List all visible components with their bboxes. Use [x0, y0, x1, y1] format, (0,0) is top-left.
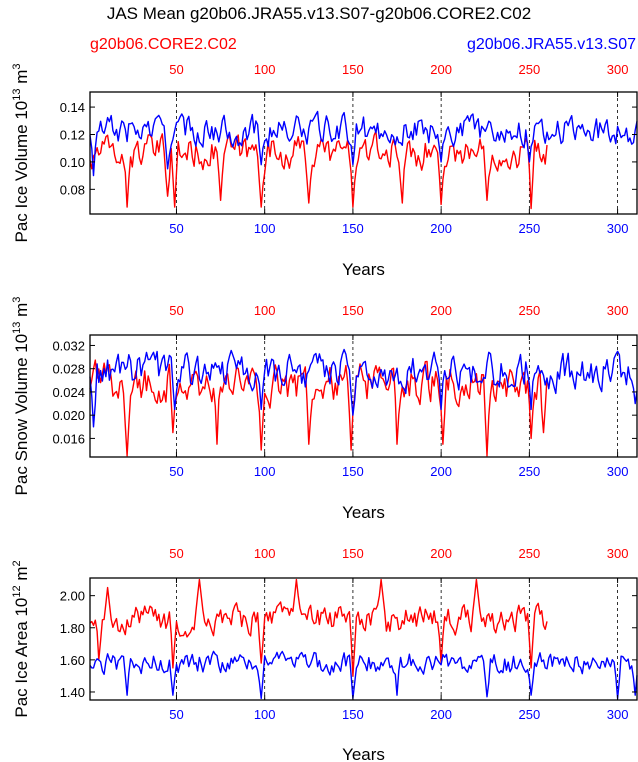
y-tick-label: 0.028 — [52, 362, 85, 377]
y-axis-label-part: m — [12, 303, 31, 322]
x-tick-label-bottom: 200 — [430, 707, 452, 722]
x-tick-label-top: 50 — [169, 62, 183, 77]
legend-red-label: g20b06.CORE2.C02 — [90, 36, 237, 53]
x-tick-label-top: 150 — [342, 546, 364, 561]
x-axis-label: Years — [342, 745, 385, 762]
x-tick-label-bottom: 200 — [430, 464, 452, 479]
y-axis-label-exponent: 12 — [11, 585, 23, 597]
y-axis-label-exponent: 3 — [11, 297, 23, 303]
x-tick-label-bottom: 50 — [169, 707, 183, 722]
series-line-core2 — [89, 578, 548, 677]
x-tick-label-top: 200 — [430, 303, 452, 318]
y-axis-label-part: Pac Snow Volume 10 — [12, 334, 31, 496]
x-tick-label-bottom: 50 — [169, 464, 183, 479]
x-tick-label-bottom: 300 — [607, 464, 629, 479]
y-axis-label: Pac Ice Area 1012 m2 — [11, 560, 31, 717]
y-axis-label-part: Pac Ice Volume 10 — [12, 101, 31, 243]
plot-frame — [89, 577, 638, 701]
y-tick-label: 1.40 — [60, 685, 85, 700]
y-tick-label: 1.80 — [60, 621, 85, 636]
y-axis-label: Pac Ice Volume 1013 m3 — [11, 63, 31, 242]
series-line-core2 — [89, 130, 548, 210]
x-tick-label-top: 150 — [342, 303, 364, 318]
x-axis-label: Years — [342, 503, 385, 522]
y-axis-label-part: m — [12, 70, 31, 89]
x-tick-label-top: 100 — [254, 303, 276, 318]
figure-title: JAS Mean g20b06.JRA55.v13.S07-g20b06.COR… — [107, 4, 531, 23]
x-tick-label-bottom: 100 — [254, 707, 276, 722]
y-axis-label-part: m — [12, 566, 31, 585]
y-axis-label-exponent: 13 — [11, 89, 23, 101]
y-tick-label: 0.08 — [60, 182, 85, 197]
y-axis-label: Pac Snow Volume 1013 m3 — [11, 297, 31, 496]
x-tick-label-top: 50 — [169, 303, 183, 318]
x-tick-label-bottom: 100 — [254, 221, 276, 236]
x-tick-label-bottom: 100 — [254, 464, 276, 479]
x-tick-label-bottom: 300 — [607, 221, 629, 236]
y-tick-label: 0.024 — [52, 385, 85, 400]
series-line-jra55 — [89, 110, 638, 177]
x-tick-label-bottom: 250 — [519, 221, 541, 236]
panel-ice-volume: 0.08 0.10 0.12 0.14 50 100 150 200 250 300 50 100 15… — [11, 62, 638, 279]
y-axis-label-part: Pac Ice Area 10 — [12, 598, 31, 718]
x-tick-label-bottom: 250 — [519, 464, 541, 479]
x-tick-label-top: 200 — [430, 62, 452, 77]
y-tick-label: 0.020 — [52, 408, 85, 423]
x-tick-label-top: 250 — [519, 546, 541, 561]
y-axis-label-exponent: 3 — [11, 63, 23, 69]
x-tick-label-bottom: 250 — [519, 707, 541, 722]
plot-frame — [89, 91, 638, 215]
x-tick-label-top: 100 — [254, 546, 276, 561]
x-tick-label-top: 300 — [607, 303, 629, 318]
x-tick-label-bottom: 300 — [607, 707, 629, 722]
y-tick-label: 0.10 — [60, 155, 85, 170]
x-tick-label-top: 250 — [519, 303, 541, 318]
y-axis-label-exponent: 13 — [11, 322, 23, 334]
panel-ice-area: 1.40 1.60 1.80 2.00 50 100 150 200 250 300 50 100 15… — [11, 546, 638, 762]
y-tick-label: 0.14 — [60, 100, 85, 115]
x-tick-label-top: 300 — [607, 62, 629, 77]
y-tick-label: 0.12 — [60, 127, 85, 142]
series-line-jra55 — [89, 650, 638, 700]
x-tick-label-top: 100 — [254, 62, 276, 77]
x-tick-label-bottom: 150 — [342, 221, 364, 236]
series-line-jra55 — [89, 348, 638, 428]
x-tick-label-top: 150 — [342, 62, 364, 77]
panel-snow-volume: 0.016 0.020 0.024 0.028 0.032 50 100 150 200 250 3… — [11, 297, 638, 522]
plot-frame — [89, 334, 638, 458]
y-tick-label: 0.016 — [52, 431, 85, 446]
x-tick-label-top: 50 — [169, 546, 183, 561]
x-tick-label-bottom: 50 — [169, 221, 183, 236]
x-tick-label-bottom: 200 — [430, 221, 452, 236]
x-tick-label-top: 250 — [519, 62, 541, 77]
y-tick-label: 0.032 — [52, 338, 85, 353]
legend-blue-label: g20b06.JRA55.v13.S07 — [467, 36, 636, 53]
x-tick-label-top: 200 — [430, 546, 452, 561]
y-tick-label: 2.00 — [60, 589, 85, 604]
y-tick-label: 1.60 — [60, 653, 85, 668]
x-tick-label-top: 300 — [607, 546, 629, 561]
x-axis-label: Years — [342, 260, 385, 279]
x-tick-label-bottom: 150 — [342, 464, 364, 479]
y-axis-label-exponent: 2 — [11, 560, 23, 566]
x-tick-label-bottom: 150 — [342, 707, 364, 722]
